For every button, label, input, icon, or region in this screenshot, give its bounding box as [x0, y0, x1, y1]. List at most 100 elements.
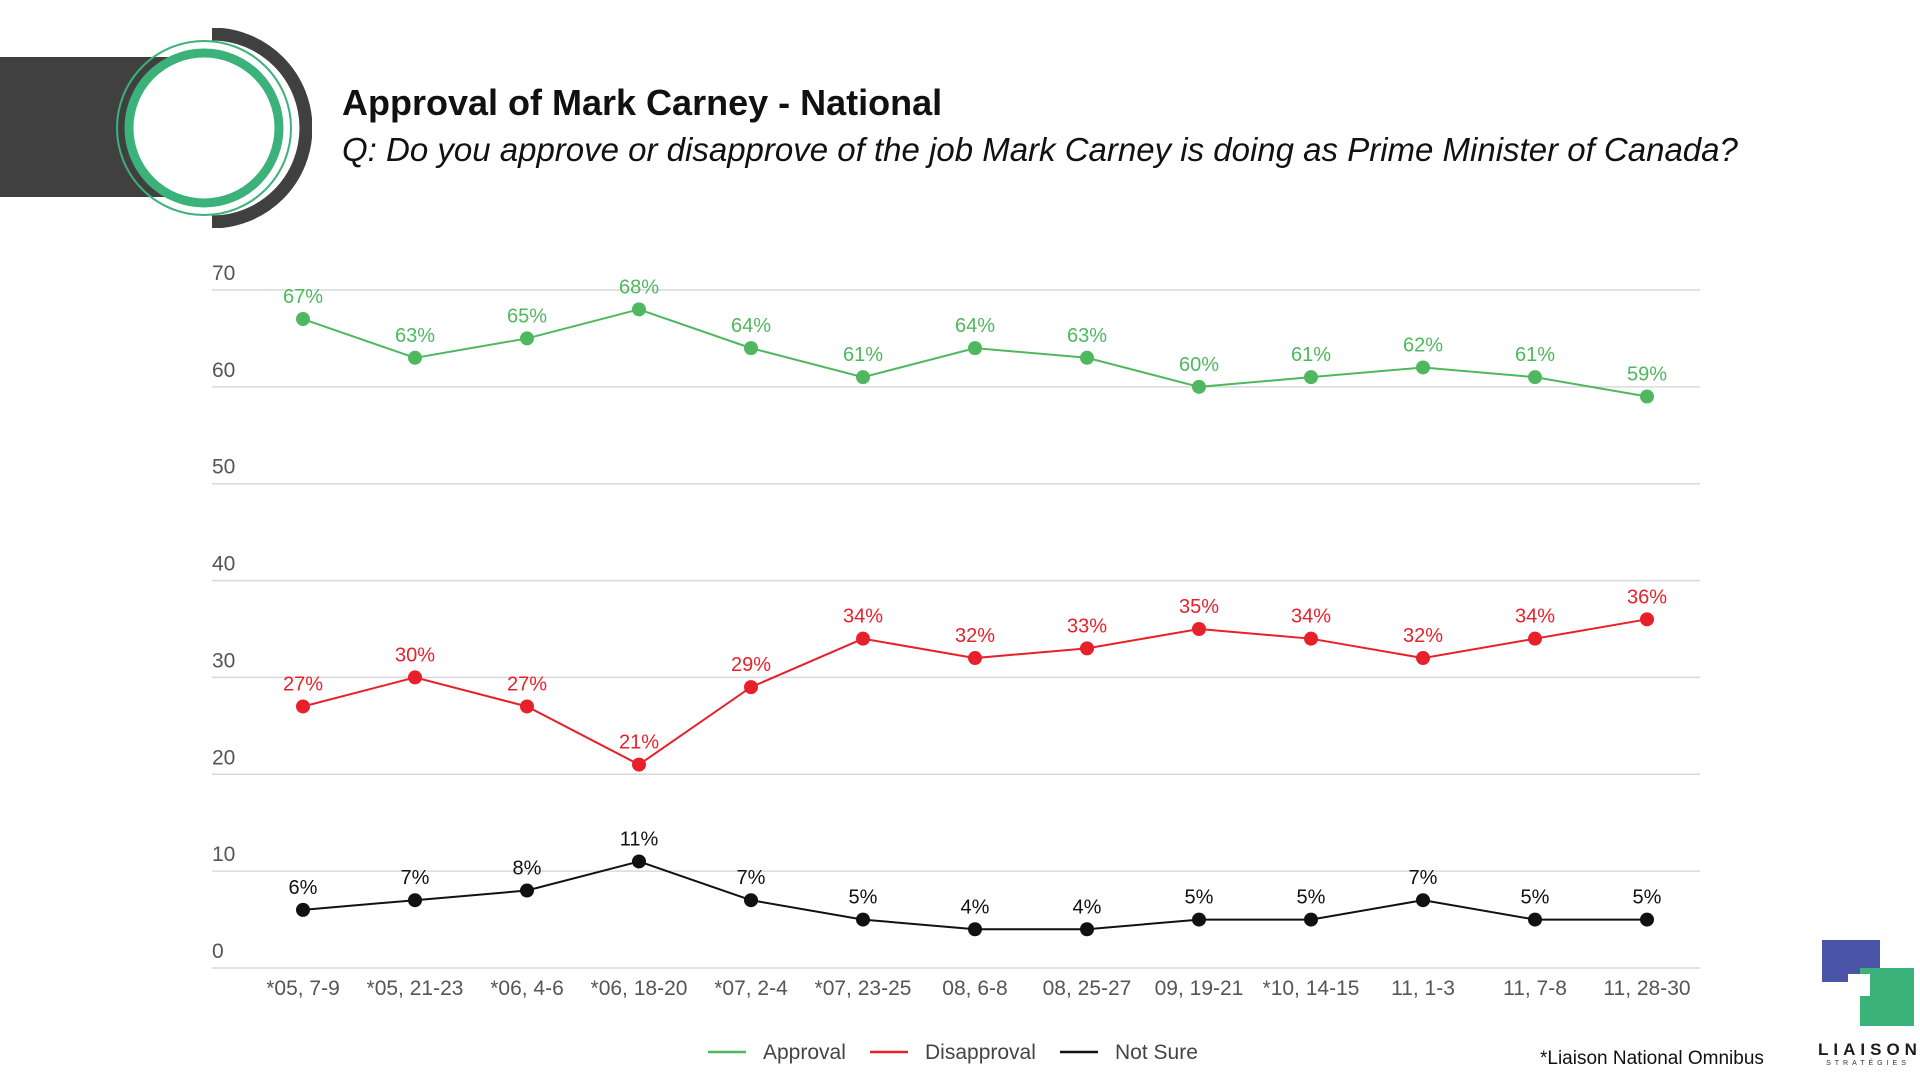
y-tick-label: 70 — [212, 262, 235, 285]
data-label: 64% — [731, 315, 771, 337]
data-point — [632, 854, 646, 869]
data-point — [1080, 922, 1094, 937]
data-point — [968, 651, 982, 666]
legend-label: Not Sure — [1115, 1041, 1198, 1064]
data-label: 7% — [401, 867, 430, 889]
y-tick-label: 30 — [212, 649, 235, 672]
data-label: 5% — [849, 887, 878, 909]
data-point — [520, 331, 534, 346]
data-point — [632, 757, 646, 772]
ring-logo-icon — [112, 27, 313, 229]
data-point — [744, 893, 758, 908]
data-point — [744, 341, 758, 356]
data-point — [408, 670, 422, 685]
data-point — [1080, 350, 1094, 365]
data-label: 33% — [1067, 615, 1107, 637]
x-tick-label: *06, 4-6 — [490, 977, 564, 1000]
data-label: 65% — [507, 305, 547, 327]
x-tick-label: *05, 7-9 — [266, 977, 340, 1000]
y-tick-label: 20 — [212, 746, 235, 769]
legend-label: Approval — [763, 1041, 846, 1064]
data-point — [1528, 912, 1542, 927]
data-point — [1192, 379, 1206, 394]
data-point — [632, 302, 646, 317]
x-tick-label: *07, 2-4 — [714, 977, 788, 1000]
data-point — [408, 893, 422, 908]
data-label: 30% — [395, 644, 435, 666]
x-tick-label: 08, 25-27 — [1043, 977, 1132, 1000]
data-label: 8% — [513, 858, 542, 880]
data-point — [520, 699, 534, 714]
data-label: 68% — [619, 276, 659, 298]
chart-question: Q: Do you approve or disapprove of the j… — [342, 131, 1738, 168]
data-label: 5% — [1633, 887, 1662, 909]
data-point — [1192, 622, 1206, 636]
data-label: 4% — [1073, 896, 1102, 918]
data-point — [1304, 912, 1318, 927]
x-tick-label: 11, 7-8 — [1503, 977, 1567, 1000]
chart-title: Approval of Mark Carney - National — [342, 82, 943, 123]
data-label: 5% — [1521, 887, 1550, 909]
data-point — [1528, 631, 1542, 646]
data-point — [1640, 389, 1654, 404]
x-tick-label: *10, 14-15 — [1263, 977, 1360, 1000]
data-label: 32% — [1403, 625, 1443, 647]
data-point — [968, 341, 982, 356]
y-tick-label: 40 — [212, 553, 235, 576]
x-tick-label: 08, 6-8 — [942, 977, 1007, 1000]
data-label: 36% — [1627, 586, 1667, 608]
y-tick-label: 0 — [212, 940, 224, 963]
data-label: 4% — [961, 896, 990, 918]
x-tick-label: *07, 23-25 — [815, 977, 912, 1000]
logo-subtext: STRATÉGIES — [1826, 1060, 1910, 1067]
liaison-logo-icon — [1822, 940, 1914, 1026]
data-point — [1640, 912, 1654, 927]
y-tick-label: 50 — [212, 456, 235, 479]
data-label: 29% — [731, 654, 771, 676]
data-label: 61% — [843, 344, 883, 366]
y-tick-label: 60 — [212, 359, 235, 382]
data-label: 67% — [283, 286, 323, 308]
data-label: 5% — [1297, 887, 1326, 909]
data-point — [744, 680, 758, 695]
data-label: 62% — [1403, 334, 1443, 356]
data-label: 7% — [737, 867, 766, 889]
data-label: 5% — [1185, 887, 1214, 909]
footnote: *Liaison National Omnibus — [1540, 1048, 1764, 1069]
data-label: 35% — [1179, 596, 1219, 618]
data-point — [1304, 631, 1318, 646]
data-point — [296, 902, 310, 917]
data-label: 60% — [1179, 354, 1219, 376]
data-label: 64% — [955, 315, 995, 337]
data-point — [1640, 612, 1654, 627]
x-tick-label: *06, 18-20 — [591, 977, 688, 1000]
data-point — [1416, 360, 1430, 375]
x-tick-label: 11, 1-3 — [1391, 977, 1455, 1000]
data-label: 32% — [955, 625, 995, 647]
data-label: 27% — [507, 673, 547, 695]
data-label: 61% — [1291, 344, 1331, 366]
data-point — [856, 631, 870, 646]
data-point — [520, 883, 534, 898]
data-label: 11% — [620, 828, 659, 850]
data-label: 34% — [1515, 606, 1555, 628]
data-point — [1192, 912, 1206, 927]
data-point — [1416, 893, 1430, 908]
data-label: 34% — [843, 606, 883, 628]
data-label: 21% — [619, 732, 659, 754]
data-point — [296, 699, 310, 714]
data-point — [1080, 641, 1094, 656]
data-label: 59% — [1627, 364, 1667, 386]
data-label: 7% — [1409, 867, 1438, 889]
data-point — [1304, 370, 1318, 385]
logo-wordmark: LIAISON — [1818, 1040, 1920, 1059]
data-label: 27% — [283, 673, 323, 695]
data-point — [968, 922, 982, 937]
data-point — [1528, 370, 1542, 385]
data-label: 63% — [395, 325, 435, 347]
data-point — [1416, 651, 1430, 666]
data-label: 6% — [289, 877, 318, 899]
legend-label: Disapproval — [925, 1041, 1036, 1064]
data-label: 61% — [1515, 344, 1555, 366]
data-point — [408, 350, 422, 365]
